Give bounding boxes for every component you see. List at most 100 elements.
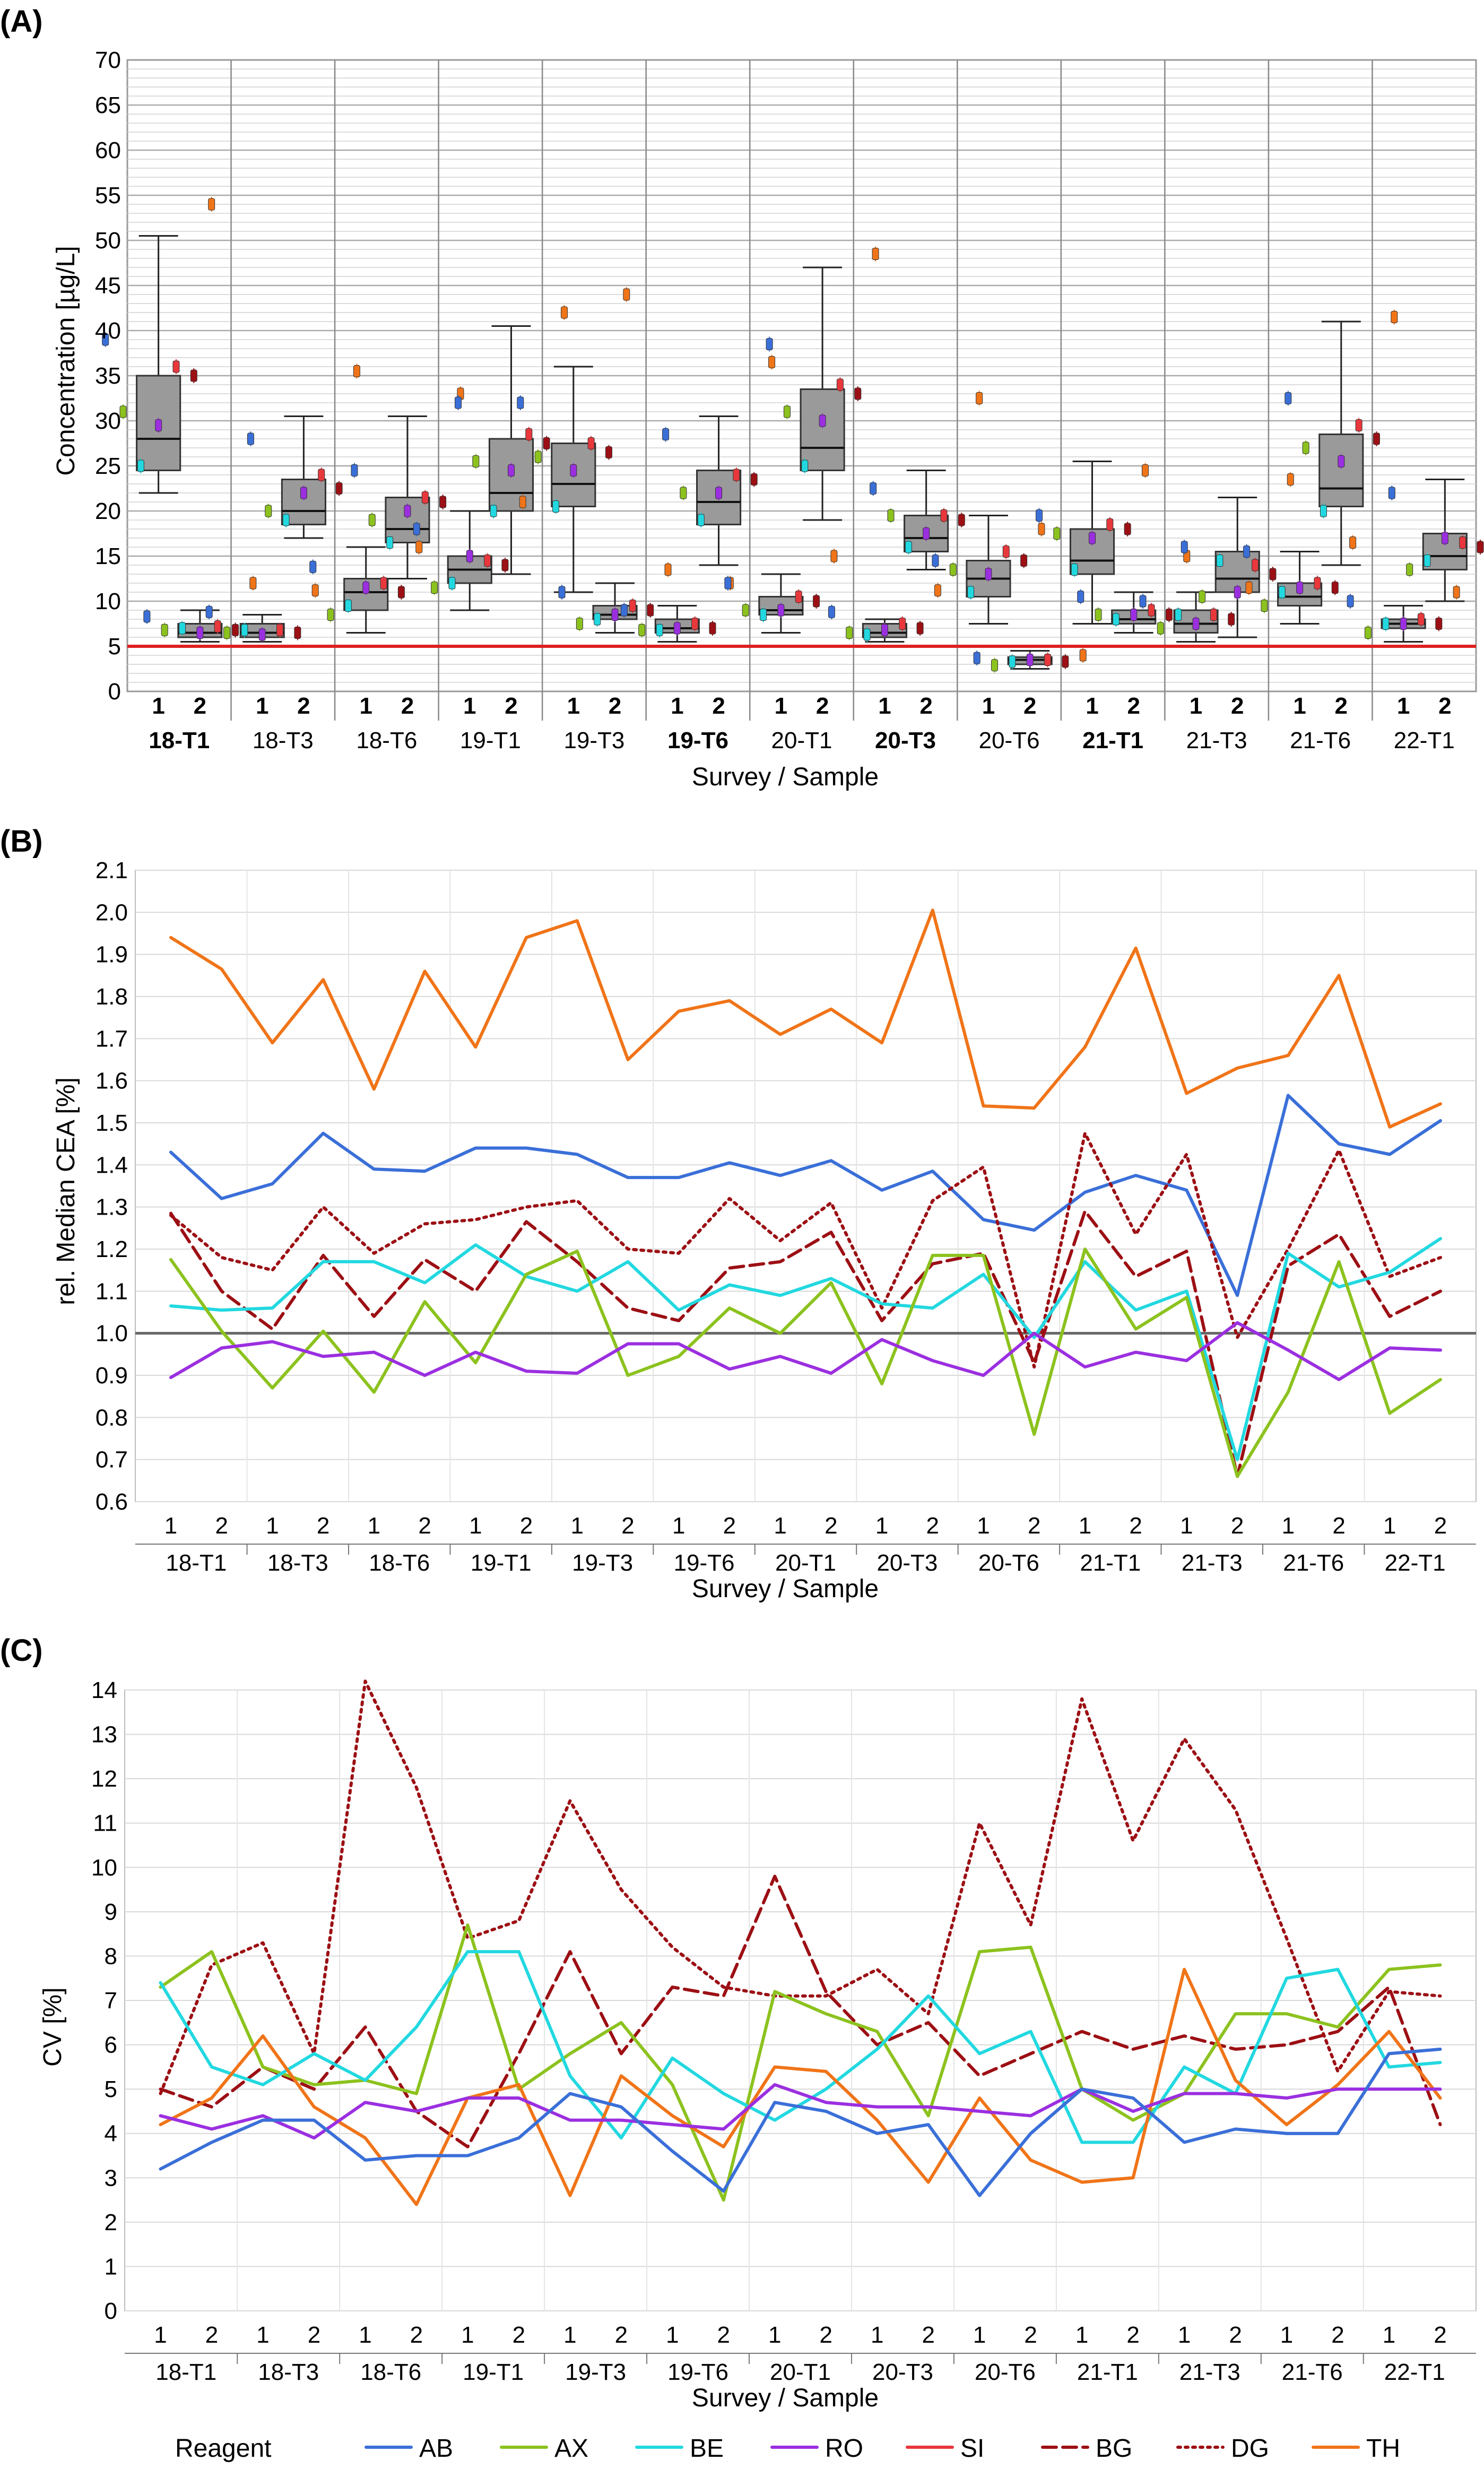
x-tick-sample: 2 <box>317 1513 329 1539</box>
x-tick-sample: 2 <box>401 693 414 719</box>
reagent-median-marker <box>1192 618 1200 630</box>
x-group-label: 19-T1 <box>463 2359 524 2385</box>
y-tick-label: 1 <box>105 2254 117 2280</box>
reagent-median-marker <box>899 618 906 630</box>
reagent-median-marker <box>1400 618 1407 630</box>
reagent-median-marker <box>484 554 491 567</box>
y-tick-label: 0.9 <box>96 1363 128 1389</box>
x-tick-sample: 2 <box>520 1513 533 1539</box>
reagent-median-marker <box>629 600 636 612</box>
reagent-median-marker <box>543 437 550 449</box>
reagent-median-marker <box>1106 518 1114 531</box>
x-group-label: 18-T6 <box>360 2359 421 2385</box>
reagent-median-marker <box>870 482 877 495</box>
reagent-median-marker <box>552 500 559 513</box>
y-tick-label: 10 <box>91 1855 117 1881</box>
reagent-median-marker <box>196 627 204 639</box>
reagent-median-marker <box>709 622 716 635</box>
reagent-median-marker <box>161 623 168 636</box>
x-group-label: 19-T6 <box>674 1550 735 1576</box>
y-tick-label: 1.0 <box>96 1321 128 1347</box>
y-tick-label: 50 <box>95 228 121 254</box>
panel-b-y-ticks: 0.6 0.7 0.8 0.9 1.0 1.1 1.2 1.3 1.4 1.5 1.6 1.7 1.8 1… <box>96 857 128 1515</box>
reagent-median-marker <box>733 469 740 481</box>
reagent-median-marker <box>501 559 509 571</box>
x-group-label: 21-T3 <box>1182 1550 1243 1576</box>
reagent-median-marker <box>1053 527 1061 540</box>
x-tick-sample: 1 <box>164 1513 177 1539</box>
x-group-label: 19-T1 <box>460 727 521 753</box>
x-tick-sample: 2 <box>717 2322 730 2348</box>
x-group-label: 19-T6 <box>667 727 728 753</box>
x-group-label: 21-T1 <box>1077 2359 1138 2385</box>
reagent-median-marker <box>760 609 767 621</box>
reagent-median-marker <box>102 333 109 346</box>
x-tick-sample: 1 <box>1282 1513 1295 1539</box>
reagent-median-marker <box>1314 577 1321 590</box>
x-group-label: 20-T1 <box>770 2359 831 2385</box>
x-tick-sample: 1 <box>1383 2322 1395 2348</box>
c-series-ax <box>159 1923 1442 2202</box>
x-group-label: 20-T3 <box>875 727 936 753</box>
x-tick-sample: 2 <box>1231 1513 1244 1539</box>
x-tick-sample: 1 <box>256 693 268 719</box>
x-group-label: 20-T6 <box>975 2359 1036 2385</box>
reagent-median-marker <box>1234 586 1241 599</box>
x-tick-sample: 2 <box>621 1513 634 1539</box>
reagent-median-marker <box>517 396 524 409</box>
b-series-ax <box>169 1247 1442 1478</box>
reagent-median-marker <box>1388 487 1395 499</box>
reagent-median-marker <box>887 509 895 522</box>
reagent-median-marker <box>439 496 447 508</box>
reagent-median-marker <box>1441 532 1448 544</box>
reagent-median-marker <box>1435 618 1443 630</box>
reagent-median-marker <box>205 605 213 618</box>
reagent-median-marker <box>932 554 939 567</box>
y-tick-label: 1.3 <box>96 1194 128 1220</box>
x-tick-sample: 2 <box>1023 693 1036 719</box>
reagent-median-marker <box>1026 654 1034 666</box>
reagent-median-marker <box>742 604 749 617</box>
x-tick-sample: 1 <box>469 1513 482 1539</box>
y-tick-label: 1.4 <box>96 1152 128 1178</box>
y-tick-label: 1.1 <box>96 1278 128 1304</box>
x-group-label: 21-T3 <box>1186 727 1247 753</box>
reagent-median-marker <box>448 577 456 590</box>
reagent-median-marker <box>351 464 358 476</box>
reagent-median-marker <box>1373 432 1380 445</box>
y-tick-label: 70 <box>95 47 121 73</box>
reagent-median-marker <box>1071 564 1078 576</box>
reagent-median-marker <box>560 306 568 319</box>
x-tick-sample: 2 <box>1331 2322 1344 2348</box>
y-tick-label: 8 <box>105 1943 117 1969</box>
y-tick-label: 7 <box>105 1988 117 2014</box>
x-tick-sample: 1 <box>1397 693 1410 719</box>
reagent-median-marker <box>1009 655 1016 668</box>
b-series-th <box>169 908 1442 1129</box>
x-tick-sample: 2 <box>308 2322 320 2348</box>
x-tick-sample: 1 <box>875 1513 888 1539</box>
panel-c-gridlines <box>124 1689 1477 2311</box>
reagent-median-marker <box>1453 586 1460 599</box>
x-group-label: 21-T1 <box>1080 1550 1141 1576</box>
reagent-median-marker <box>179 622 186 635</box>
reagent-median-marker <box>223 627 231 639</box>
b-series-ab <box>169 1094 1442 1297</box>
reagent-median-marker <box>750 473 758 486</box>
legend-label-ax: AX <box>554 2434 588 2463</box>
reagent-median-marker <box>1364 627 1372 639</box>
reagent-median-marker <box>190 369 197 382</box>
y-tick-label: 10 <box>95 588 121 614</box>
reagent-median-marker <box>1036 509 1043 522</box>
reagent-median-marker <box>724 577 732 590</box>
reagent-median-marker <box>1210 609 1217 621</box>
x-tick-sample: 2 <box>1127 693 1140 719</box>
reagent-median-marker <box>656 623 663 636</box>
x-group-label: 22-T1 <box>1394 727 1455 753</box>
reagent-median-marker <box>766 338 773 350</box>
reagent-median-marker <box>344 600 352 612</box>
y-tick-label: 1.8 <box>96 984 128 1010</box>
y-tick-label: 40 <box>95 318 121 344</box>
